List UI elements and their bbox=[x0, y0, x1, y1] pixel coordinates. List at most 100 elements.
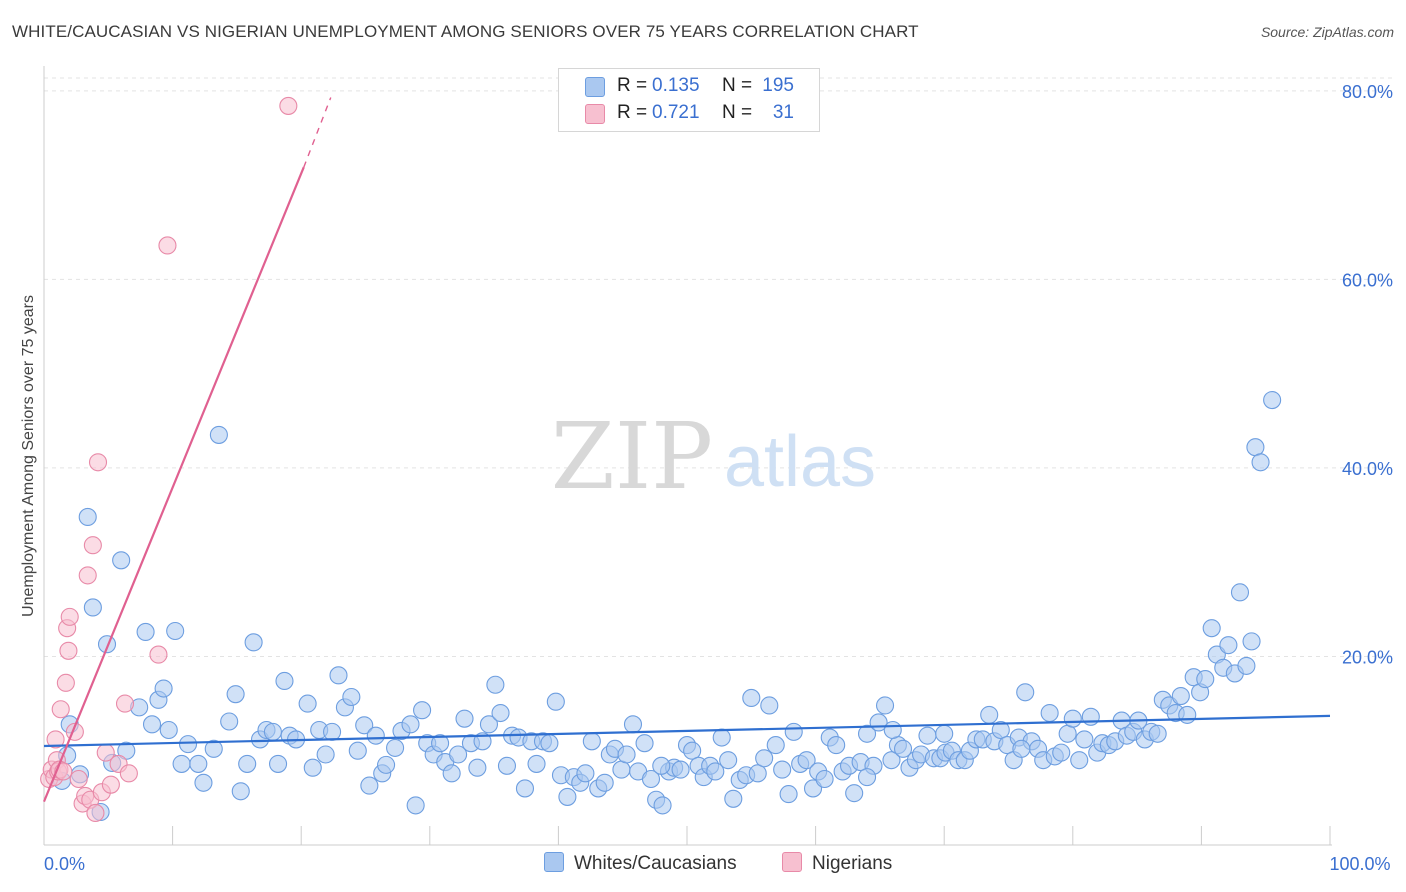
point-whites bbox=[719, 751, 738, 770]
axes bbox=[43, 66, 1332, 846]
point-whites bbox=[1251, 453, 1270, 472]
point-whites bbox=[1012, 739, 1031, 758]
legend-box: R = 0.135 N = 195 R = 0.721 N = 31 bbox=[558, 68, 820, 132]
point-whites bbox=[442, 764, 461, 783]
point-whites bbox=[329, 666, 348, 685]
point-whites bbox=[827, 736, 846, 755]
point-whites bbox=[883, 720, 902, 740]
point-whites bbox=[845, 784, 864, 803]
y-tick-label: 20.0% bbox=[1342, 647, 1393, 667]
point-whites bbox=[773, 760, 792, 779]
tick-labels: 20.0% 40.0% 60.0% 80.0% 0.0% 100.0% bbox=[44, 82, 1393, 874]
point-whites bbox=[226, 685, 245, 704]
point-nigerians bbox=[46, 730, 65, 749]
point-nigerians bbox=[78, 566, 97, 585]
point-whites bbox=[172, 754, 191, 773]
watermark: ZIP atlas bbox=[551, 403, 876, 510]
point-whites bbox=[386, 738, 405, 757]
point-whites bbox=[595, 773, 614, 792]
point-whites bbox=[231, 782, 250, 801]
point-whites bbox=[455, 709, 474, 728]
point-whites bbox=[360, 776, 379, 795]
point-nigerians bbox=[60, 607, 79, 626]
point-whites bbox=[178, 735, 198, 754]
point-whites bbox=[479, 715, 499, 734]
point-whites bbox=[275, 671, 294, 691]
point-nigerians bbox=[158, 236, 177, 255]
legend-r-label: R = bbox=[617, 75, 648, 96]
chart-title: WHITE/CAUCASIAN VS NIGERIAN UNEMPLOYMENT… bbox=[12, 22, 919, 41]
point-whites bbox=[1178, 705, 1197, 724]
point-whites bbox=[635, 734, 654, 753]
point-whites bbox=[617, 745, 636, 764]
point-nigerians bbox=[59, 641, 78, 660]
point-whites bbox=[779, 785, 798, 804]
point-whites bbox=[706, 762, 725, 781]
point-whites bbox=[857, 724, 877, 743]
point-whites bbox=[303, 758, 322, 777]
point-whites bbox=[1040, 703, 1059, 723]
point-whites bbox=[546, 692, 565, 711]
point-whites bbox=[298, 694, 317, 713]
point-whites bbox=[377, 755, 396, 774]
point-whites bbox=[515, 779, 535, 798]
point-whites bbox=[406, 796, 425, 815]
point-nigerians bbox=[149, 645, 168, 664]
point-whites bbox=[355, 716, 374, 735]
legend-r-value: 0.721 bbox=[652, 102, 700, 123]
point-nigerians bbox=[51, 700, 70, 719]
point-whites bbox=[652, 756, 671, 775]
point-whites bbox=[558, 787, 577, 806]
point-whites bbox=[112, 551, 131, 570]
point-whites bbox=[882, 751, 901, 770]
point-whites bbox=[1052, 743, 1071, 762]
point-whites bbox=[1171, 687, 1190, 706]
point-whites bbox=[189, 754, 208, 773]
point-whites bbox=[1196, 670, 1215, 689]
y-axis-label: Unemployment Among Seniors over 75 years bbox=[20, 295, 37, 617]
gridlines bbox=[44, 77, 1392, 657]
point-whites bbox=[815, 769, 834, 789]
point-whites bbox=[612, 760, 631, 779]
point-whites bbox=[348, 741, 367, 760]
x-tick-label: 100.0% bbox=[1329, 854, 1390, 874]
legend-swatch-whites bbox=[585, 77, 605, 97]
point-whites bbox=[755, 749, 774, 768]
point-whites bbox=[784, 722, 803, 741]
bottom-legend-whites[interactable]: Whites/Caucasians bbox=[544, 852, 737, 875]
point-whites bbox=[491, 703, 510, 723]
point-whites bbox=[857, 768, 877, 787]
point-whites bbox=[712, 728, 731, 747]
point-whites bbox=[473, 732, 492, 751]
legend-n-label: N = bbox=[722, 102, 753, 123]
point-whites bbox=[486, 675, 505, 694]
series-whites-points bbox=[52, 391, 1282, 822]
x-tick-label: 0.0% bbox=[44, 854, 85, 874]
point-whites bbox=[159, 720, 178, 740]
point-whites bbox=[204, 739, 223, 758]
point-whites bbox=[142, 715, 162, 734]
point-whites bbox=[582, 732, 601, 751]
point-whites bbox=[623, 715, 643, 734]
point-whites bbox=[1263, 391, 1282, 410]
point-whites bbox=[760, 696, 779, 715]
bottom-legend-swatch-whites bbox=[544, 852, 564, 872]
legend-r-label: R = bbox=[617, 102, 648, 123]
point-whites bbox=[576, 764, 595, 783]
point-whites bbox=[83, 598, 102, 617]
legend-r-value: 0.135 bbox=[652, 75, 700, 96]
point-whites bbox=[449, 745, 468, 764]
point-nigerians bbox=[69, 769, 88, 789]
bottom-legend-label: Nigerians bbox=[812, 853, 893, 874]
point-whites bbox=[154, 679, 173, 698]
point-nigerians bbox=[86, 803, 105, 822]
point-nigerians bbox=[119, 764, 138, 783]
point-whites bbox=[413, 701, 432, 720]
bottom-legend-nigerians[interactable]: Nigerians bbox=[782, 852, 892, 875]
point-whites bbox=[316, 745, 335, 764]
legend-swatch-nigerians bbox=[585, 104, 605, 124]
point-whites bbox=[269, 754, 288, 773]
point-whites bbox=[1230, 583, 1250, 602]
y-tick-label: 40.0% bbox=[1342, 459, 1393, 479]
